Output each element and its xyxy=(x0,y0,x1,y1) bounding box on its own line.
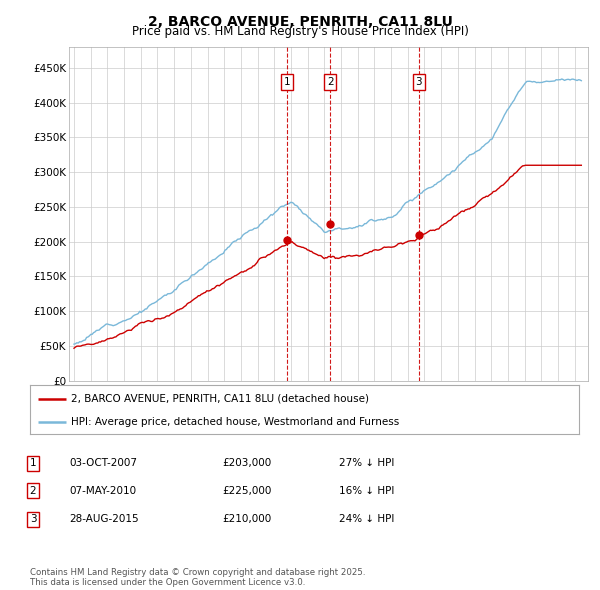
Text: £225,000: £225,000 xyxy=(222,486,271,496)
Text: 2: 2 xyxy=(327,77,334,87)
Text: 3: 3 xyxy=(415,77,422,87)
Text: 24% ↓ HPI: 24% ↓ HPI xyxy=(339,514,394,524)
Text: HPI: Average price, detached house, Westmorland and Furness: HPI: Average price, detached house, West… xyxy=(71,417,400,427)
Text: 2, BARCO AVENUE, PENRITH, CA11 8LU: 2, BARCO AVENUE, PENRITH, CA11 8LU xyxy=(148,15,452,29)
Text: 07-MAY-2010: 07-MAY-2010 xyxy=(69,486,136,496)
Text: 16% ↓ HPI: 16% ↓ HPI xyxy=(339,486,394,496)
Text: 03-OCT-2007: 03-OCT-2007 xyxy=(69,458,137,468)
Text: Price paid vs. HM Land Registry's House Price Index (HPI): Price paid vs. HM Land Registry's House … xyxy=(131,25,469,38)
Text: £203,000: £203,000 xyxy=(222,458,271,468)
Text: £210,000: £210,000 xyxy=(222,514,271,524)
Text: 2: 2 xyxy=(29,486,37,496)
Text: 1: 1 xyxy=(283,77,290,87)
Text: Contains HM Land Registry data © Crown copyright and database right 2025.
This d: Contains HM Land Registry data © Crown c… xyxy=(30,568,365,587)
Text: 27% ↓ HPI: 27% ↓ HPI xyxy=(339,458,394,468)
Text: 2, BARCO AVENUE, PENRITH, CA11 8LU (detached house): 2, BARCO AVENUE, PENRITH, CA11 8LU (deta… xyxy=(71,394,369,404)
Text: 28-AUG-2015: 28-AUG-2015 xyxy=(69,514,139,524)
Text: 3: 3 xyxy=(29,514,37,524)
Text: 1: 1 xyxy=(29,458,37,468)
